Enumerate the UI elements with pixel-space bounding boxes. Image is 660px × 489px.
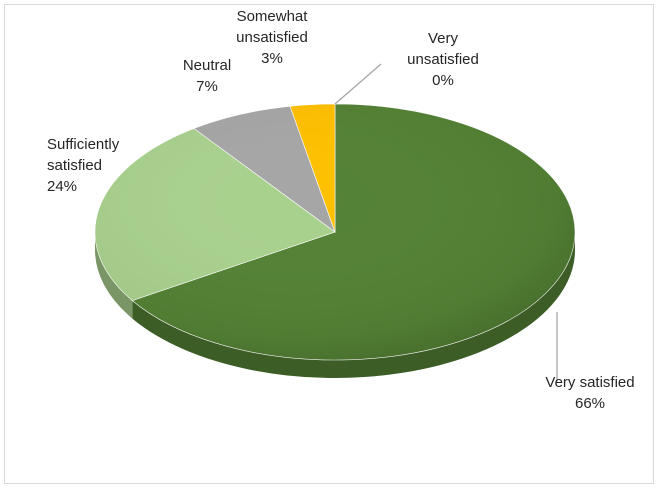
pie-side-0 — [132, 232, 575, 379]
slice-value-2: 7% — [196, 78, 218, 95]
pie-shading — [95, 104, 575, 360]
slice-value-1: 24% — [47, 178, 77, 195]
data-label-2: Neutral 7% — [183, 57, 231, 95]
slice-label-0-line-0: Very satisfied — [545, 374, 634, 391]
data-label-3: Somewhat unsatisfied 3% — [236, 8, 308, 67]
leader-line-4 — [334, 63, 382, 105]
pie-side-1 — [95, 232, 133, 319]
slice-value-4: 0% — [432, 72, 454, 89]
slice-label-1-line-0: Sufficiently — [47, 136, 120, 153]
slice-label-4-line-1: unsatisfied — [407, 51, 479, 68]
slice-label-3-line-0: Somewhat — [237, 8, 309, 25]
data-label-0: Very satisfied 66% — [545, 374, 634, 412]
slice-label-4-line-0: Very — [428, 30, 459, 47]
slice-value-0: 66% — [575, 395, 605, 412]
slice-label-2-line-0: Neutral — [183, 57, 231, 74]
slice-label-3-line-1: unsatisfied — [236, 29, 308, 46]
slice-value-3: 3% — [261, 50, 283, 67]
data-label-1: Sufficiently satisfied 24% — [47, 136, 120, 195]
slice-label-1-line-1: satisfied — [47, 157, 102, 174]
data-label-4: Very unsatisfied 0% — [407, 30, 479, 89]
